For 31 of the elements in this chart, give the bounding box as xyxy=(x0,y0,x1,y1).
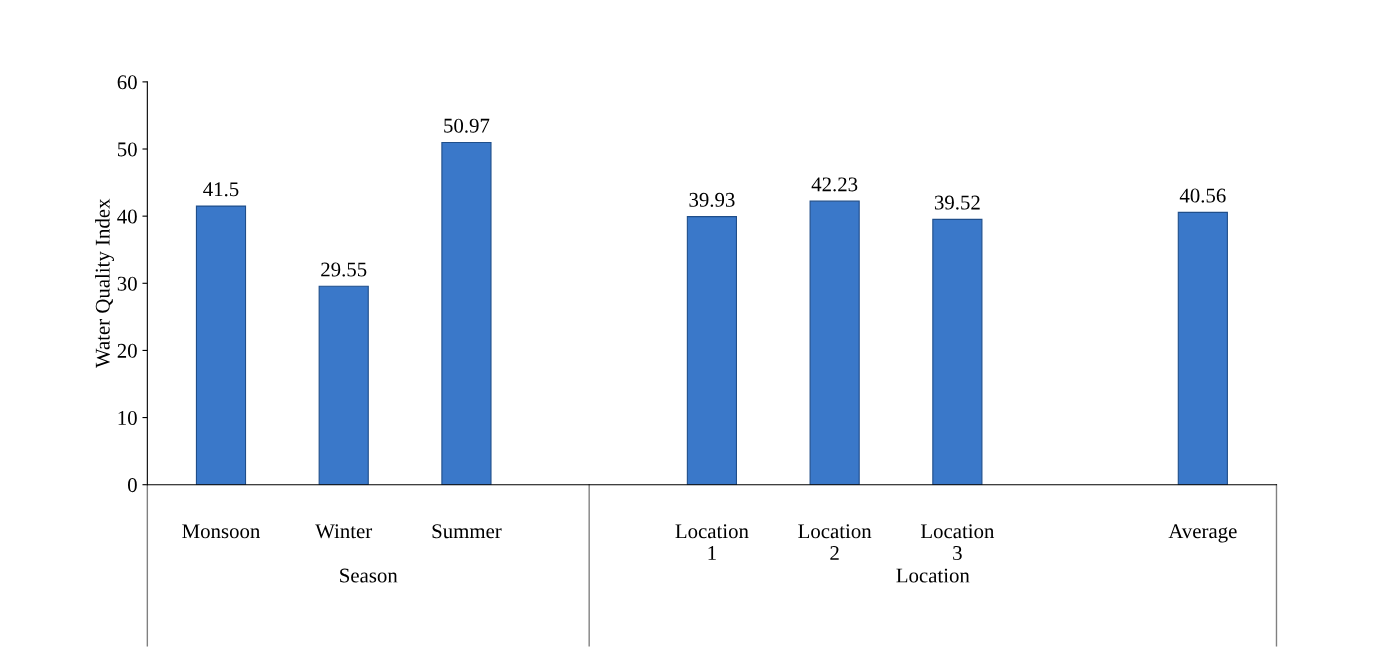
bar xyxy=(318,285,369,485)
data-label: 39.52 xyxy=(934,195,980,210)
bar xyxy=(195,205,247,485)
y-tick-label: 30 xyxy=(117,276,137,291)
data-label: 29.55 xyxy=(321,262,367,277)
x-tick-label: Location 3 xyxy=(920,524,995,561)
data-label: 41.5 xyxy=(203,182,239,197)
bar xyxy=(441,141,492,485)
y-tick-label: 60 xyxy=(117,75,137,90)
bar xyxy=(932,218,983,485)
x-tick-label: Monsoon xyxy=(182,524,261,539)
data-label: 42.23 xyxy=(811,177,858,192)
x-tick-label: Summer xyxy=(432,524,502,539)
data-label: 50.97 xyxy=(444,118,490,133)
y-axis-title: Water Quality Index xyxy=(95,198,115,369)
bar xyxy=(686,216,738,485)
x-tick-label: Average xyxy=(1168,524,1237,543)
x-tick-label: Winter xyxy=(315,524,373,539)
text: Season xyxy=(340,568,398,583)
y-tick-label: 10 xyxy=(118,410,137,425)
y-tick-label: 50 xyxy=(117,142,137,157)
y-tick-label: 20 xyxy=(117,343,137,358)
text: Location xyxy=(896,568,970,583)
bar xyxy=(1177,211,1228,485)
x-tick-label: Location 1 xyxy=(675,524,749,560)
x-tick-label: Location 2 xyxy=(798,524,872,560)
y-tick-label: 0 xyxy=(127,478,137,493)
bar xyxy=(809,200,860,485)
data-label: 39.93 xyxy=(689,192,735,207)
y-tick-label: 40 xyxy=(117,209,137,224)
data-label: 40.56 xyxy=(1179,188,1226,203)
